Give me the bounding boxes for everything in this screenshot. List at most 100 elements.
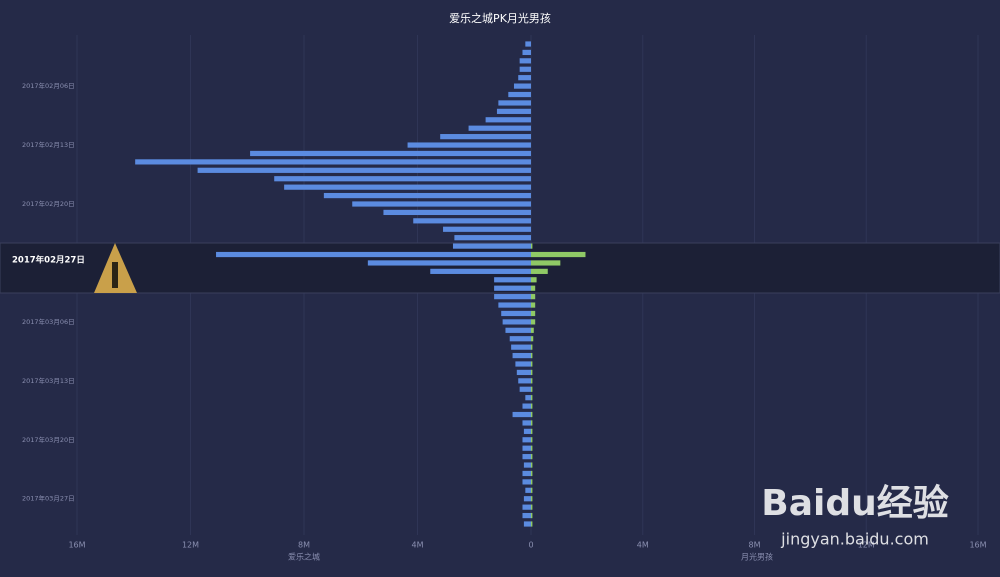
bar <box>531 462 533 468</box>
bar <box>496 108 531 114</box>
bar <box>523 462 531 468</box>
bar <box>494 285 531 291</box>
bar <box>531 336 534 342</box>
x-tick-label: 16M <box>68 541 85 550</box>
x-tick-label: 8M <box>749 541 761 550</box>
bar <box>250 150 531 157</box>
bar <box>440 134 531 140</box>
bar <box>523 496 531 502</box>
bar <box>518 378 531 384</box>
bar <box>531 496 533 502</box>
bar <box>525 395 531 401</box>
bar <box>531 251 586 258</box>
bar <box>407 142 531 148</box>
y-tick-label: 2017年02月06日 <box>22 81 75 90</box>
bar <box>515 361 531 367</box>
bar <box>531 277 537 283</box>
watermark-brand: Baidu经验 <box>761 483 948 524</box>
bar <box>494 294 531 300</box>
bar <box>522 512 531 519</box>
bar <box>531 285 536 291</box>
bar <box>531 243 533 249</box>
bar <box>531 403 533 409</box>
bar <box>531 445 533 451</box>
y-tick-label: 2017年03月27日 <box>22 494 75 503</box>
bar <box>531 411 533 418</box>
bar <box>468 125 531 131</box>
y-tick-label: 2017年03月06日 <box>22 317 75 326</box>
bar <box>512 352 531 359</box>
bar <box>531 454 533 460</box>
bar <box>519 386 531 392</box>
bar <box>531 352 533 359</box>
bar <box>531 487 533 493</box>
bar <box>531 521 533 527</box>
x-tick-label: 0 <box>528 541 533 550</box>
x-tick-label: 12M <box>182 541 199 550</box>
bar <box>523 428 531 434</box>
bar <box>443 226 531 232</box>
bar <box>531 386 533 392</box>
bar <box>516 369 531 376</box>
bar <box>498 302 531 308</box>
bar <box>531 504 533 510</box>
bar <box>323 192 531 199</box>
chart-title: 爱乐之城PK月光男孩 <box>449 11 551 25</box>
bar <box>367 260 531 266</box>
highlight-band <box>0 242 1000 294</box>
bar <box>485 117 531 123</box>
bar <box>522 437 531 443</box>
bar <box>531 260 561 266</box>
bar <box>531 361 533 367</box>
bar <box>531 369 533 376</box>
bar <box>284 184 531 190</box>
x-axis-label: 月光男孩 <box>741 552 773 562</box>
bar <box>135 159 531 165</box>
bar <box>509 336 531 342</box>
bar <box>519 58 531 64</box>
bar <box>531 437 533 443</box>
bar <box>274 176 531 182</box>
x-tick-label: 8M <box>298 541 310 550</box>
bar <box>413 218 531 224</box>
bar <box>383 209 531 216</box>
bar <box>531 310 536 317</box>
bar <box>505 327 531 333</box>
bar <box>531 302 536 308</box>
bar <box>522 445 531 451</box>
bar <box>531 479 533 485</box>
bar <box>531 395 533 401</box>
bar <box>531 428 533 434</box>
x-tick-label: 16M <box>969 541 986 550</box>
bar <box>430 268 531 274</box>
bar <box>531 512 533 519</box>
bar <box>513 83 531 89</box>
bar <box>197 167 531 173</box>
bar <box>522 420 531 426</box>
bar <box>498 100 531 106</box>
bar <box>452 243 531 249</box>
bar <box>531 319 536 325</box>
bar <box>525 487 531 493</box>
bar <box>511 344 531 350</box>
y-tick-label: 2017年02月20日 <box>22 199 75 208</box>
bar <box>512 411 531 418</box>
bar <box>216 251 531 258</box>
bar <box>531 327 534 333</box>
bar <box>508 91 531 98</box>
x-tick-label: 4M <box>637 541 649 550</box>
bar <box>522 454 531 460</box>
y-tick-label: 2017年03月13日 <box>22 376 75 385</box>
bar <box>525 41 531 47</box>
oscar-icon <box>94 243 137 293</box>
bar <box>522 470 531 477</box>
highlight-label: 2017年02月27日 <box>12 254 85 265</box>
bar <box>502 319 531 325</box>
bar <box>522 403 531 409</box>
bar <box>531 294 536 300</box>
bar <box>522 479 531 485</box>
bar <box>531 420 533 426</box>
bar <box>519 66 531 72</box>
bar <box>531 378 533 384</box>
